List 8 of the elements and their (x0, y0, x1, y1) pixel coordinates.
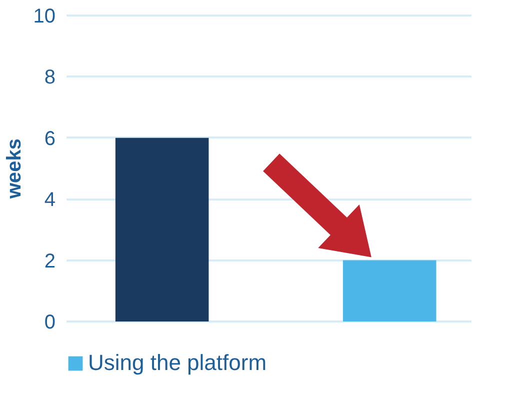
y-axis-title: weeks (3, 138, 26, 200)
y-tick-label: 4 (44, 189, 56, 212)
y-tick-label: 6 (44, 128, 56, 150)
y-tick-label: 0 (44, 311, 56, 334)
y-tick-label: 10 (33, 6, 56, 28)
legend-label: Using the platform (88, 350, 267, 376)
y-tick-label: 8 (44, 66, 56, 89)
y-tick-label: 2 (44, 250, 56, 272)
